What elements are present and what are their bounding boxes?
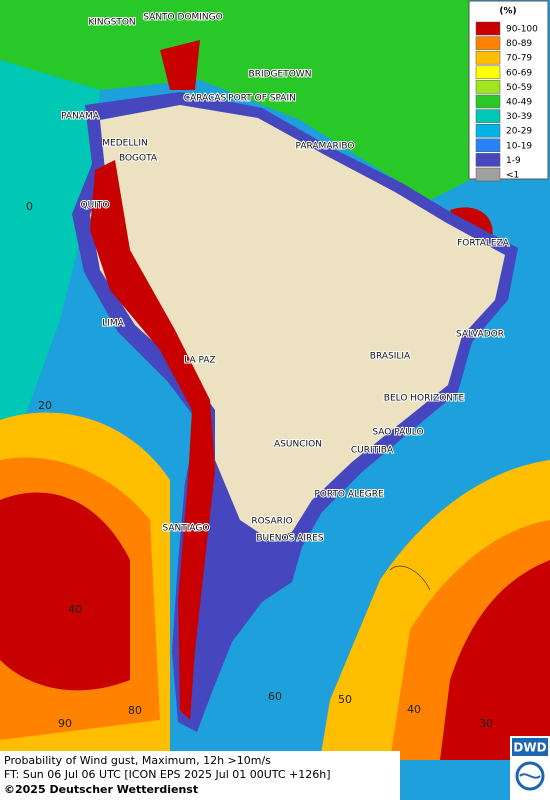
legend-swatch	[475, 153, 501, 167]
legend-label: 20-29	[506, 127, 532, 137]
legend-swatch	[475, 50, 501, 65]
grid-label: 0	[26, 200, 33, 213]
field-se3	[440, 560, 550, 760]
legend-title: (%)	[499, 7, 516, 17]
city-label: SANTIAGO	[163, 524, 210, 534]
legend-swatch	[475, 94, 501, 109]
city-label: BRIDGETOWN	[249, 70, 312, 80]
grid-label: 30	[479, 717, 493, 730]
grid-label: 60	[268, 690, 282, 703]
city-label: LIMA	[102, 319, 124, 329]
field-caribbean	[160, 40, 200, 90]
grid-label: 90	[58, 717, 72, 730]
city-label: QUITO	[81, 201, 110, 211]
grid-label: 20	[38, 399, 52, 412]
legend-label: 50-59	[506, 83, 532, 93]
legend-label: 80-89	[506, 39, 532, 49]
city-label: MEDELLIN	[102, 139, 147, 149]
logo-wave	[519, 773, 541, 779]
city-label: ROSARIO	[251, 517, 292, 527]
city-label: SANTO DOMINGO	[143, 13, 222, 23]
logo-text: DWD	[513, 741, 546, 755]
legend-label: <1	[506, 171, 519, 181]
city-label: PARAMARIBO	[296, 142, 355, 152]
city-label: BUENOS AIRES	[256, 534, 324, 544]
city-label: PORTO ALEGRE	[314, 490, 384, 500]
legend-swatch	[475, 80, 501, 94]
city-label: PORT OF SPAIN	[228, 94, 296, 104]
city-label: CURITIBA	[351, 446, 394, 456]
legend-label: 70-79	[506, 54, 532, 64]
legend-label: 10-19	[506, 141, 532, 151]
city-label: CARACAS	[184, 94, 227, 104]
legend-swatch	[475, 123, 501, 138]
outline	[389, 565, 431, 591]
field-west	[0, 60, 100, 440]
legend-label: 90-100	[506, 25, 538, 35]
city-label: BELO HORIZONTE	[384, 394, 465, 404]
land	[90, 105, 505, 540]
legend-swatch	[475, 109, 501, 123]
legend-label: 40-49	[506, 98, 532, 108]
legend-label: 60-69	[506, 68, 532, 78]
city-label: SAO PAULO	[372, 428, 423, 438]
city-label: SALVADOR	[456, 330, 504, 340]
legend-label: 1-9	[506, 156, 521, 166]
field-north	[0, 0, 470, 200]
city-label: BOGOTA	[119, 154, 158, 164]
city-label: FORTALEZA	[457, 239, 510, 249]
city-label: PANAMA	[61, 112, 100, 122]
field-sw3	[0, 492, 130, 691]
grid-label: 40	[407, 703, 421, 716]
city-label: KINGSTON	[88, 18, 135, 28]
legend-swatch	[475, 21, 501, 36]
grid-label: 50	[338, 693, 352, 706]
city-label: LA PAZ	[184, 356, 215, 366]
legend-label: 30-39	[506, 112, 532, 122]
caption-line: ©2025 Deutscher Wetterdienst	[4, 783, 198, 796]
legend-swatch	[475, 65, 501, 80]
city-label: ASUNCION	[274, 440, 322, 450]
legend-swatch	[475, 167, 501, 182]
andes-gusts	[90, 160, 215, 720]
legend: (%) 90-100 80-89 70-79 60-69 50-59 40-49 30-39…	[468, 0, 549, 182]
city-label: BRASILIA	[370, 352, 411, 362]
caption-box	[0, 751, 400, 800]
city-labels: KINGSTON SANTO DOMINGO BRIDGETOWN CARACA…	[60, 12, 511, 545]
logo-icon	[515, 761, 545, 791]
caption-line: FT: Sun 06 Jul 06 UTC [ICON EPS 2025 Jul…	[4, 768, 331, 781]
grid-label: 80	[128, 704, 142, 717]
grid-labels: 0 20 40 90 80 60 50 40 30	[26, 200, 493, 730]
legend-swatch	[475, 36, 501, 50]
grid-label: 40	[68, 603, 82, 616]
legend-swatch	[475, 138, 501, 153]
caption-line: Probability of Wind gust, Maximum, 12h >…	[4, 754, 271, 767]
logo-band	[512, 738, 548, 756]
